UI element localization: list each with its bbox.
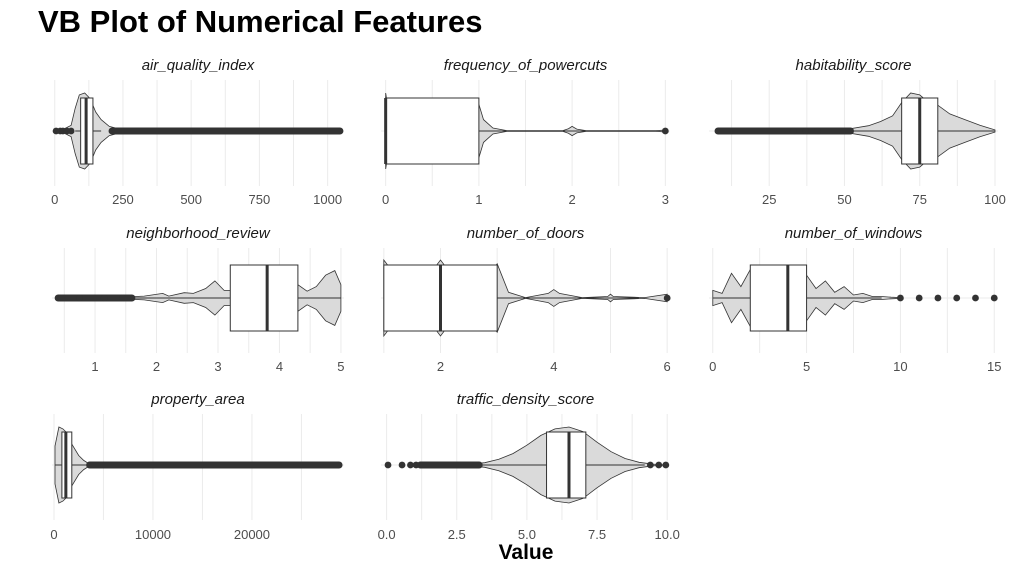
tick-label: 5.0	[518, 527, 536, 542]
panel-property-area: property_area 0 10000 20000	[50, 391, 344, 542]
facet-title: neighborhood_review	[126, 225, 271, 242]
tick-label: 10.0	[655, 527, 680, 542]
tick-label: 500	[180, 192, 202, 207]
tick-label: 20000	[234, 527, 270, 542]
tick-label: 3	[662, 192, 669, 207]
tick-label: 0	[382, 192, 389, 207]
outlier-point	[897, 294, 904, 302]
tick-label: 10	[893, 359, 907, 374]
tick-label: 1	[91, 359, 98, 374]
outlier-point	[398, 461, 406, 469]
tick-label: 7.5	[588, 527, 606, 542]
chart-title: VB Plot of Numerical Features	[38, 4, 483, 39]
tick-label: 4	[276, 359, 283, 374]
tick-label: 10000	[135, 527, 171, 542]
outlier-point	[661, 127, 669, 135]
box	[546, 431, 587, 499]
outlier-point	[76, 294, 84, 302]
tick-label: 50	[837, 192, 851, 207]
tick-label: 2	[568, 192, 575, 207]
panel-habitability-score: habitability_score 25 50 75 100	[709, 57, 1006, 207]
outlier-point	[655, 461, 663, 469]
tick-label: 250	[112, 192, 134, 207]
tick-label: 15	[987, 359, 1001, 374]
tick-label: 1	[475, 192, 482, 207]
tick-label: 5	[337, 359, 344, 374]
panel-air-quality-index: air_quality_index 0 250 500 750 1000	[51, 57, 344, 207]
facet-title: number_of_windows	[785, 225, 923, 242]
panel-number-of-doors: number_of_doors 2 4 6	[381, 225, 671, 374]
tick-label: 750	[249, 192, 271, 207]
tick-label: 0	[51, 192, 58, 207]
outlier-point	[119, 294, 127, 302]
box	[749, 264, 808, 332]
tick-label: 0.0	[378, 527, 396, 542]
tick-label: 2.5	[448, 527, 466, 542]
outlier-point	[100, 294, 108, 302]
outlier-point	[953, 294, 961, 302]
tick-label: 100	[984, 192, 1006, 207]
box	[229, 264, 299, 332]
tick-label: 5	[803, 359, 810, 374]
panel-frequency-of-powercuts: frequency_of_powercuts 0 1 2 3	[381, 57, 670, 207]
tick-label: 75	[912, 192, 926, 207]
outlier-point	[972, 294, 979, 302]
outlier-point	[789, 127, 797, 135]
tick-label: 3	[214, 359, 221, 374]
panel-traffic-density-score: traffic_density_score 0.0 2.5 5.0 7.5 10.0	[378, 391, 680, 542]
box	[385, 97, 480, 165]
outlier-point	[662, 461, 670, 469]
outlier-point	[412, 461, 420, 469]
outlier-point	[990, 294, 998, 302]
tick-label: 1000	[313, 192, 342, 207]
outlier-point	[934, 294, 942, 302]
panel-number-of-windows: number_of_windows 0 5 10 15	[709, 225, 1001, 374]
outlier-point	[384, 461, 392, 469]
tick-label: 0	[50, 527, 57, 542]
tick-label: 25	[762, 192, 776, 207]
tick-label: 0	[709, 359, 716, 374]
facet-title: number_of_doors	[467, 225, 585, 242]
facet-title: frequency_of_powercuts	[444, 57, 608, 74]
outlier-point	[663, 294, 671, 302]
outlier-point	[915, 294, 923, 302]
tick-label: 2	[153, 359, 160, 374]
outlier-point	[801, 127, 809, 135]
tick-label: 4	[550, 359, 557, 374]
outlier-point	[646, 461, 654, 469]
outlier-point	[813, 127, 821, 135]
facet-title: habitability_score	[796, 57, 912, 74]
outlier-point	[57, 294, 65, 302]
x-axis-label: Value	[498, 541, 554, 564]
outlier-point	[67, 127, 75, 135]
tick-label: 6	[664, 359, 671, 374]
outlier-point	[407, 461, 414, 469]
facet-title: air_quality_index	[142, 57, 255, 74]
facet-title: property_area	[150, 391, 244, 408]
facet-title: traffic_density_score	[457, 391, 595, 408]
tick-label: 2	[437, 359, 444, 374]
panel-neighborhood-review: neighborhood_review 1 2 3 4 5	[52, 225, 345, 374]
